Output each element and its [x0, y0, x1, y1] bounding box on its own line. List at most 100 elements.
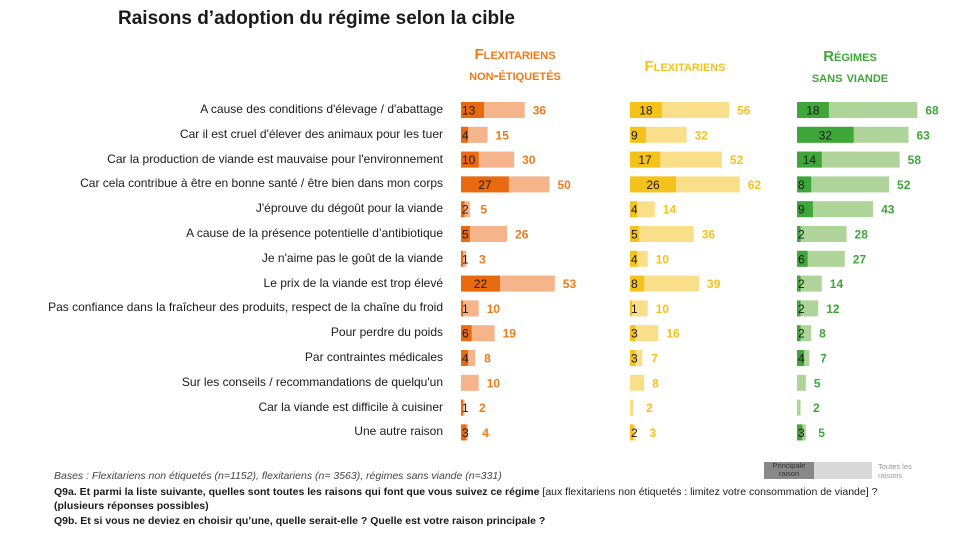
data-label-toutes: 4: [482, 426, 489, 440]
bar-principale-raison: [461, 300, 463, 317]
category-label: J'éprouve du dégoût pour la viande: [255, 201, 443, 216]
data-label-toutes: 8: [819, 327, 826, 341]
bar-principale-raison: [461, 399, 463, 416]
bar-principale-raison: [461, 226, 470, 242]
data-label-principale: 9: [631, 128, 638, 142]
data-label-toutes: 7: [820, 352, 827, 366]
footer-bases: Bases : Flexitariens non étiquetés (n=11…: [54, 470, 502, 482]
legend-principale-line1: Principale: [772, 461, 806, 470]
footer-q9a-note: (plusieurs réponses possibles): [54, 500, 209, 512]
data-label-toutes: 3: [650, 426, 657, 440]
data-label-toutes: 43: [881, 203, 895, 217]
data-label-principale: 8: [798, 178, 805, 192]
data-label-principale: 22: [474, 277, 488, 291]
group-title-line1: Flexitariens: [644, 58, 726, 75]
bar-principale-raison: [630, 102, 662, 118]
footer-q9a-normal: [aux flexitariens non étiquetés : limite…: [539, 486, 878, 498]
data-label-principale: 1: [462, 401, 469, 415]
bar-principale-raison: [630, 126, 646, 143]
legend-swatch-principale: Principale raison: [764, 462, 814, 479]
bar-principale-raison: [630, 176, 677, 193]
category-label: Car la viande est difficile à cuisiner: [258, 399, 443, 414]
data-label-principale: 6: [798, 252, 805, 266]
category-label: Car cela contribue à être en bonne santé…: [80, 176, 443, 191]
data-label-toutes: 10: [487, 302, 501, 316]
data-label-toutes: 36: [533, 104, 547, 118]
bar-principale-raison: [630, 350, 636, 366]
data-label-principale: 3: [631, 352, 638, 366]
bar-toutes-raisons: [630, 275, 700, 292]
bar-principale-raison: [461, 201, 465, 218]
bar-principale-raison: [461, 350, 469, 366]
data-label-principale: 32: [819, 128, 833, 142]
group-title-line1: Régimes: [823, 48, 877, 65]
data-label-principale: 18: [806, 104, 820, 118]
data-label-principale: 2: [798, 277, 805, 291]
legend-principale-line2: raison: [778, 469, 800, 478]
data-label-principale: 5: [631, 228, 638, 242]
bar-principale-raison: [630, 300, 632, 317]
bar-principale-raison: [461, 325, 472, 342]
bar-principale-raison: [797, 201, 813, 218]
bar-toutes-raisons: [461, 250, 467, 267]
footer-q9a: Q9a. Et parmi la liste suivante, quelles…: [54, 486, 877, 498]
data-label-toutes: 10: [656, 252, 670, 266]
data-label-toutes: 19: [503, 327, 517, 341]
data-label-toutes: 56: [737, 104, 751, 118]
group-title-regimes-sans-viande: Régimes sans viande: [785, 46, 915, 88]
bar-toutes-raisons: [630, 300, 648, 317]
data-label-toutes: 12: [826, 302, 840, 316]
data-label-toutes: 8: [652, 376, 659, 390]
data-label-principale: 14: [803, 153, 817, 167]
data-label-principale: 2: [462, 203, 469, 217]
data-label-principale: 9: [798, 203, 805, 217]
data-label-principale: 1: [631, 302, 638, 316]
data-label-toutes: 2: [813, 401, 820, 415]
bar-principale-raison: [797, 226, 801, 242]
data-label-toutes: 68: [925, 104, 939, 118]
data-label-toutes: 10: [487, 376, 501, 390]
bar-principale-raison: [630, 201, 638, 218]
data-label-principale: 17: [638, 153, 652, 167]
data-label-principale: 4: [462, 352, 469, 366]
data-label-toutes: 39: [707, 277, 721, 291]
bar-principale-raison: [797, 424, 803, 441]
bar-toutes-raisons: [797, 300, 819, 317]
group-title-line2: non-étiquetés: [469, 67, 561, 84]
bar-toutes-raisons: [461, 201, 470, 218]
bar-principale-raison: [797, 176, 812, 193]
data-label-principale: 3: [462, 426, 469, 440]
bar-toutes-raisons: [797, 399, 801, 416]
bar-principale-raison: [461, 424, 467, 441]
bar-toutes-raisons: [797, 226, 847, 242]
category-label: A cause de la présence potentielle d’ant…: [186, 226, 443, 240]
data-label-principale: 4: [631, 252, 638, 266]
bar-toutes-raisons: [797, 275, 822, 292]
data-label-toutes: 10: [656, 302, 670, 316]
data-label-toutes: 52: [730, 153, 744, 167]
data-label-toutes: 62: [748, 178, 762, 192]
bar-principale-raison: [461, 250, 463, 267]
bar-principale-raison: [797, 325, 801, 342]
data-label-principale: 1: [462, 302, 469, 316]
bar-principale-raison: [797, 250, 808, 267]
footer-q9b: Q9b. Et si vous ne deviez en choisir qu’…: [54, 515, 546, 527]
data-label-toutes: 28: [855, 228, 869, 242]
data-label-principale: 13: [462, 104, 476, 118]
bar-toutes-raisons: [630, 374, 645, 391]
data-label-principale: 4: [631, 203, 638, 217]
data-label-toutes: 53: [563, 277, 577, 291]
bar-toutes-raisons: [461, 226, 508, 242]
bar-principale-raison: [630, 151, 661, 168]
bar-principale-raison: [630, 424, 634, 441]
data-label-toutes: 16: [666, 327, 680, 341]
legend-label-toutes: Toutes les raisons: [878, 462, 938, 480]
data-label-principale: 26: [646, 178, 660, 192]
bar-principale-raison: [797, 151, 822, 168]
legend-swatch-toutes: [814, 462, 872, 479]
data-label-toutes: 27: [853, 252, 867, 266]
chart-title: Raisons d’adoption du régime selon la ci…: [118, 8, 515, 29]
data-label-principale: 2: [798, 302, 805, 316]
data-label-toutes: 14: [830, 277, 844, 291]
group-title-line2: sans viande: [811, 69, 889, 86]
